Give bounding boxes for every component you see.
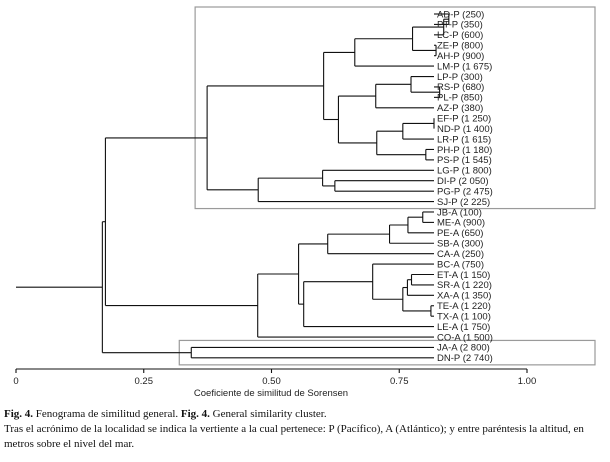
merge-link	[410, 75, 440, 93]
leaf-label: AZ-P (380)	[437, 103, 483, 114]
leaf-label: PT-P (350)	[437, 20, 483, 31]
leaf-label: LM-P (1 675)	[437, 61, 492, 72]
leaf-label: LP-P (300)	[437, 72, 483, 83]
leaf-label: CA-A (250)	[437, 249, 484, 260]
leaf-label: JB-A (100)	[437, 207, 482, 218]
merge-link	[375, 83, 434, 109]
leaf-label: PH-P (1 180)	[437, 145, 492, 156]
leaf-labels: AD-P (250)PT-P (350)LC-P (600)ZE-P (800)…	[437, 9, 493, 364]
leaf-label: AH-P (900)	[437, 51, 484, 62]
merge-link	[206, 85, 324, 191]
figure-caption: Fig. 4. Fenograma de similitud general. …	[4, 407, 608, 452]
merge-link	[322, 169, 434, 187]
x-tick-label: 0	[13, 376, 18, 387]
x-tick-label: 0.50	[262, 376, 281, 387]
leaf-label: SR-A (1 220)	[437, 280, 492, 291]
merge-link	[334, 180, 434, 192]
merge-link	[327, 233, 434, 255]
leaf-label: RS-P (680)	[437, 82, 484, 93]
merge-link	[376, 130, 426, 156]
leaf-label: LG-P (1 800)	[437, 166, 492, 177]
x-axis-title: Coeficiente de similitud de Sorensen	[194, 388, 348, 399]
merge-link	[323, 51, 355, 121]
leaf-label: XA-A (1 350)	[437, 291, 491, 302]
cluster-highlight-box	[178, 339, 596, 366]
caption-title-line: Fig. 4. Fenograma de similitud general. …	[4, 407, 608, 422]
caption-fig-label-en: Fig. 4.	[180, 408, 210, 420]
merge-link	[104, 137, 258, 307]
leaf-label: BC-A (750)	[437, 259, 484, 270]
cluster-highlight-boxes	[178, 6, 596, 366]
leaf-label: CO-A (1 500)	[437, 332, 493, 343]
leaf-label: JA-A (2 800)	[437, 343, 490, 354]
caption-text-es: Fenograma de similitud general.	[35, 408, 179, 420]
leaf-label: ME-A (900)	[437, 218, 485, 229]
dendrogram: AD-P (250)PT-P (350)LC-P (600)ZE-P (800)…	[13, 6, 596, 399]
merge-link	[337, 95, 377, 144]
x-tick-label: 1.00	[518, 376, 537, 387]
merge-link	[257, 177, 434, 203]
merge-link	[303, 281, 434, 328]
leaf-label: SJ-P (2 225)	[437, 197, 490, 208]
merge-link	[422, 211, 434, 223]
x-tick-label: 0.75	[390, 376, 409, 387]
leaf-label: PE-A (650)	[437, 228, 483, 239]
merge-link	[425, 148, 434, 161]
leaf-label: EF-P (1 250)	[437, 114, 491, 125]
merge-link	[354, 38, 434, 67]
merge-link	[430, 305, 434, 317]
leaf-label: ET-A (1 150)	[437, 270, 490, 281]
merge-link	[388, 224, 434, 244]
leaf-label: TE-A (1 220)	[437, 301, 491, 312]
leaf-label: ZE-P (800)	[437, 41, 483, 52]
merge-link	[410, 273, 434, 286]
leaf-label: SB-A (300)	[437, 239, 483, 250]
leaf-label: LE-A (1 750)	[437, 322, 490, 333]
dendrogram-links	[16, 13, 450, 359]
leaf-label: AD-P (250)	[437, 9, 484, 20]
leaf-label: PL-P (850)	[437, 93, 483, 104]
leaf-label: ND-P (1 400)	[437, 124, 493, 135]
merge-link	[190, 346, 434, 359]
caption-fig-label-es: Fig. 4.	[4, 408, 34, 420]
leaf-label: DI-P (2 050)	[437, 176, 489, 187]
merge-link	[407, 216, 434, 234]
caption-text-en: General similarity cluster.	[212, 408, 327, 420]
leaf-label: PG-P (2 475)	[437, 186, 493, 197]
leaf-label: DN-P (2 740)	[437, 353, 493, 364]
merge-link	[402, 122, 434, 140]
merge-link	[298, 243, 328, 305]
x-tick-label: 0.25	[135, 376, 154, 387]
leaf-label: LR-P (1 615)	[437, 134, 491, 145]
cluster-highlight-box	[194, 6, 596, 210]
leaf-label: LC-P (600)	[437, 30, 483, 41]
merge-link	[101, 221, 192, 354]
leaf-label: TX-A (1 100)	[437, 311, 491, 322]
caption-note: Tras el acrónimo de la localidad se indi…	[4, 423, 584, 450]
x-axis: 0 0.25 0.50 0.75 1.00	[13, 368, 537, 387]
leaf-label: PS-P (1 545)	[437, 155, 492, 166]
